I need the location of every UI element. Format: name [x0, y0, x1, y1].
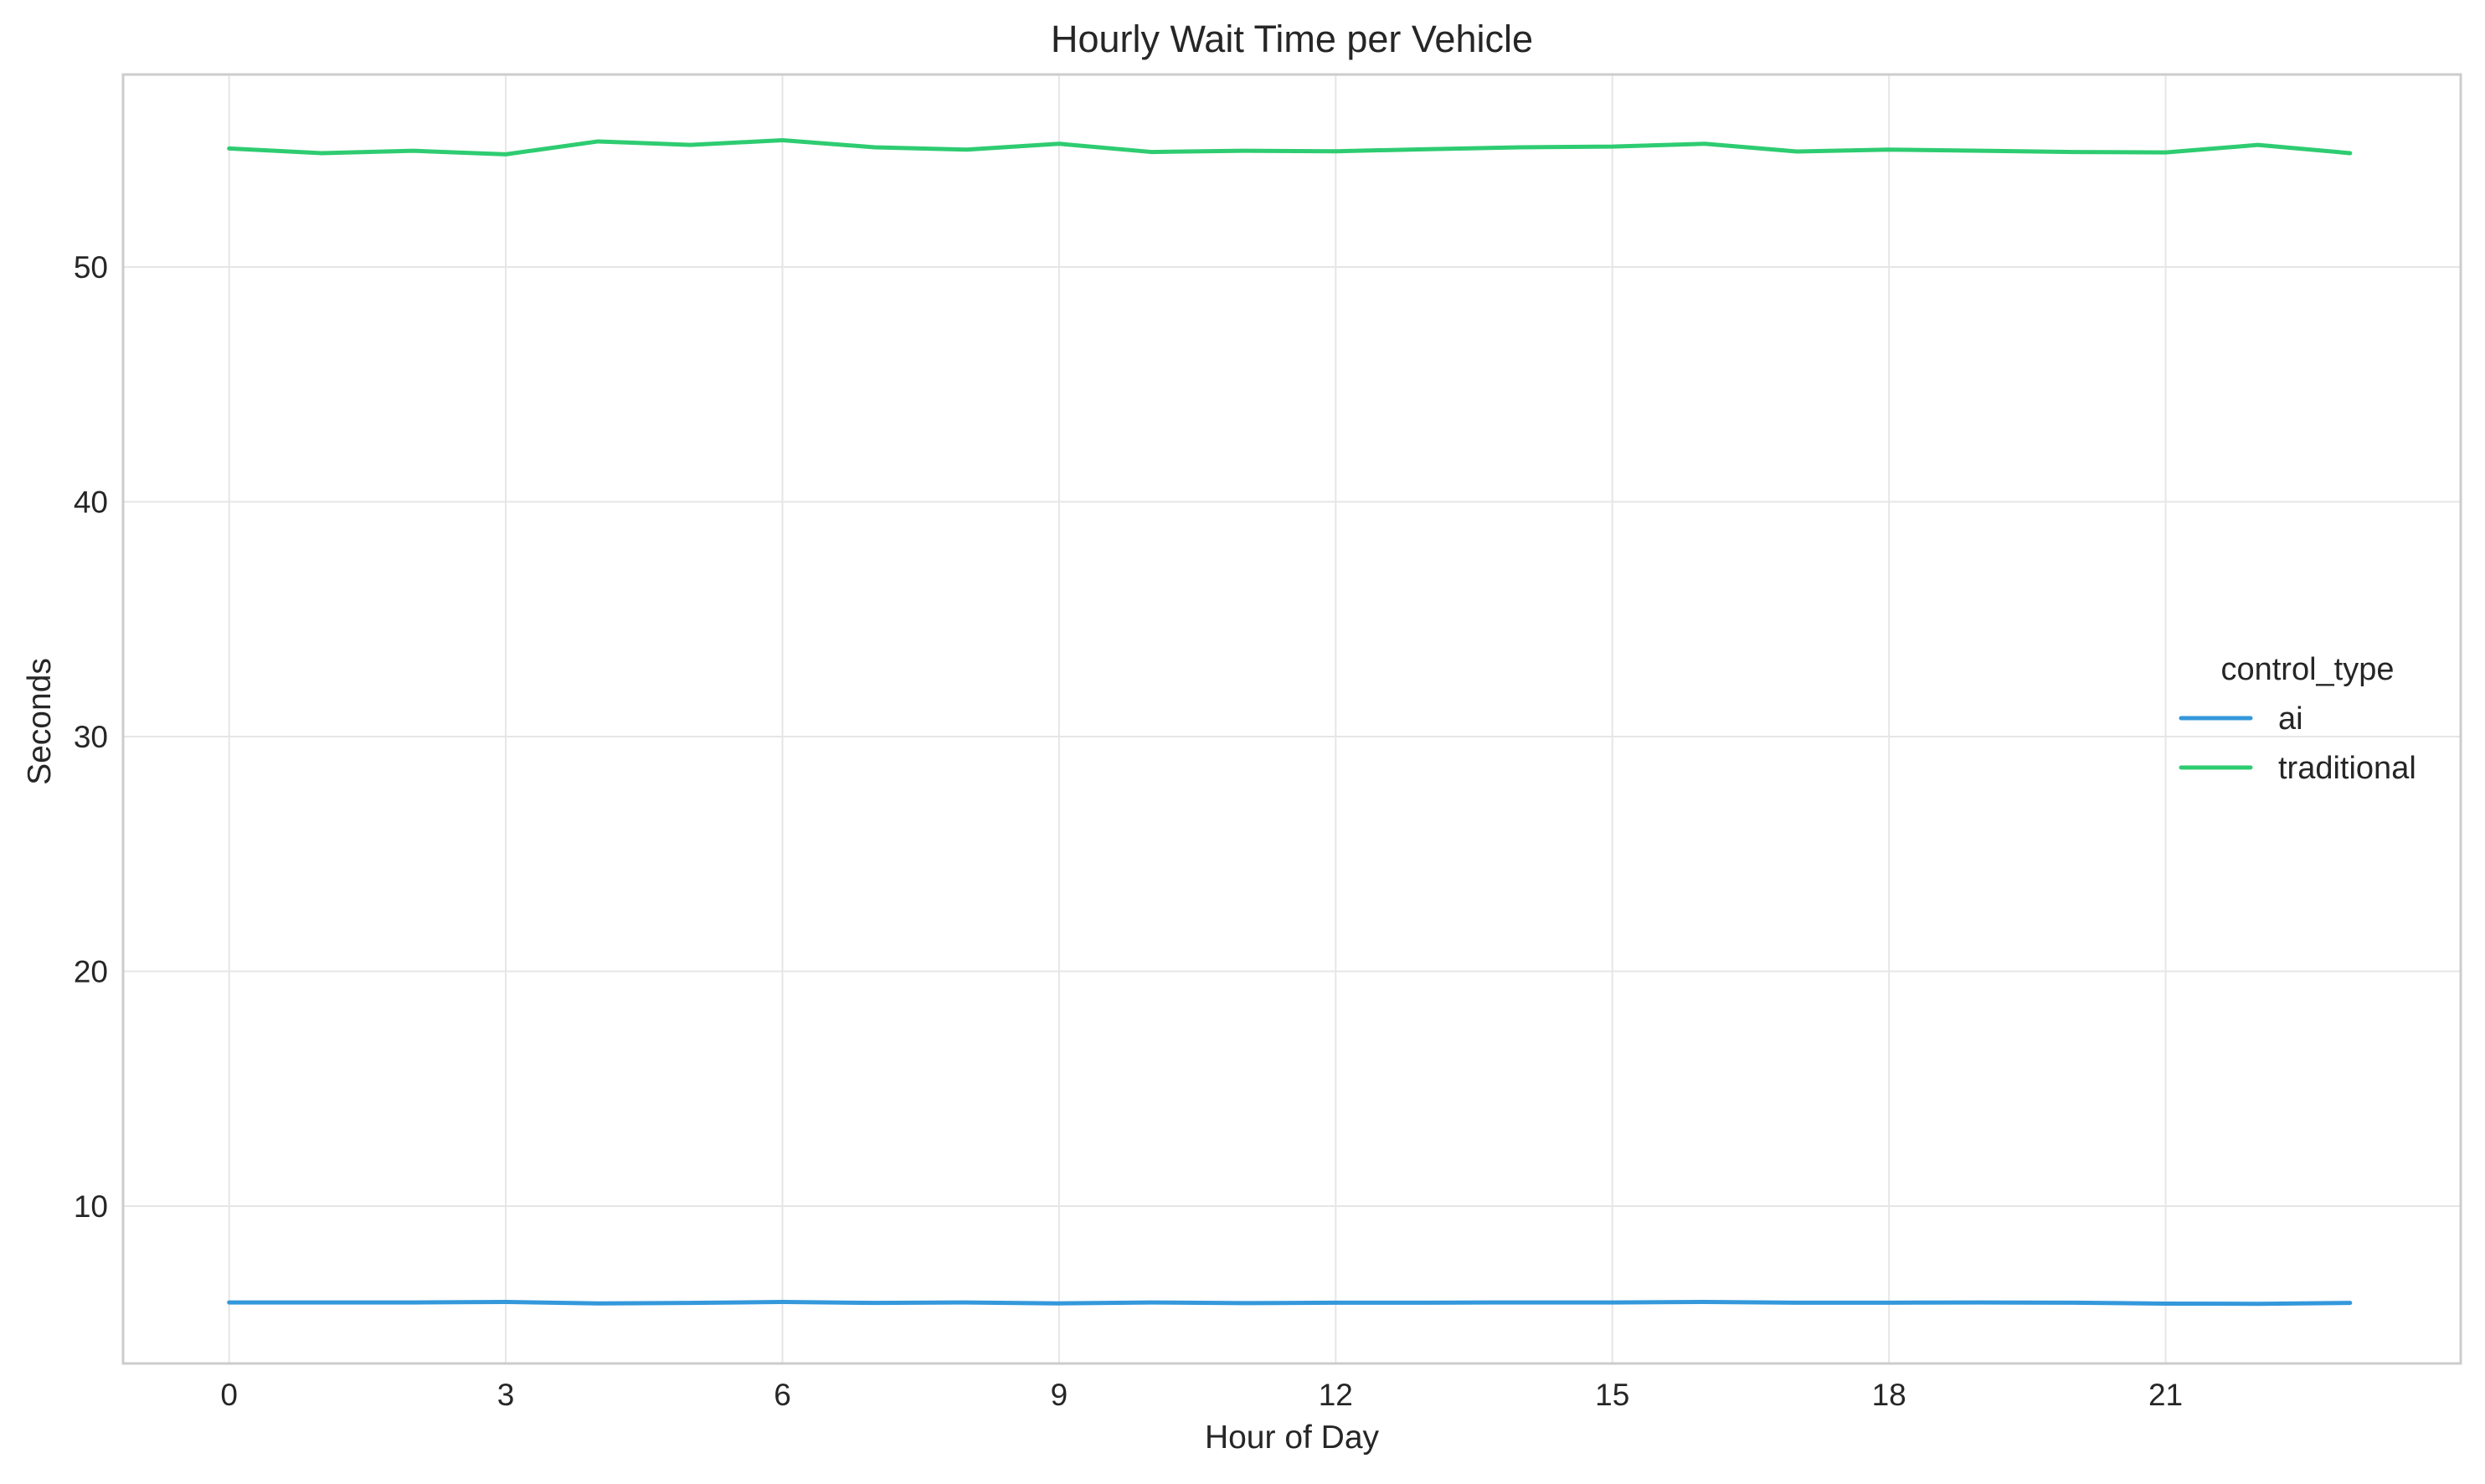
x-tick-label: 18: [1872, 1378, 1906, 1412]
x-tick-label: 0: [220, 1378, 238, 1412]
x-tick-labels: 0 3 6 9 12 15 18 21: [220, 1378, 2183, 1412]
legend: control_type ai traditional: [2179, 652, 2416, 786]
y-tick-labels: 10 20 30 40 50: [74, 250, 108, 1224]
x-tick-label: 6: [774, 1378, 791, 1412]
y-tick-label: 40: [74, 485, 108, 520]
x-tick-label: 21: [2148, 1378, 2183, 1412]
series-lines: [227, 138, 2353, 1307]
x-tick-label: 3: [497, 1378, 515, 1412]
y-tick-label: 20: [74, 955, 108, 989]
legend-label-traditional: traditional: [2278, 751, 2416, 786]
legend-items: ai traditional: [2179, 701, 2416, 786]
legend-title: control_type: [2220, 652, 2394, 687]
series-line-ai: [227, 1300, 2353, 1307]
y-tick-label: 10: [74, 1189, 108, 1224]
legend-label-ai: ai: [2278, 701, 2303, 737]
y-axis-label: Seconds: [22, 658, 58, 785]
x-tick-label: 12: [1319, 1378, 1353, 1412]
x-tick-label: 15: [1595, 1378, 1629, 1412]
plot-frame: [121, 73, 2462, 1365]
x-axis-label: Hour of Day: [1205, 1420, 1380, 1456]
chart-title: Hourly Wait Time per Vehicle: [1051, 18, 1533, 60]
y-tick-label: 50: [74, 250, 108, 285]
series-line-traditional: [227, 138, 2353, 157]
x-tick-label: 9: [1051, 1378, 1068, 1412]
y-tick-label: 30: [74, 720, 108, 754]
grid: [123, 74, 2461, 1363]
